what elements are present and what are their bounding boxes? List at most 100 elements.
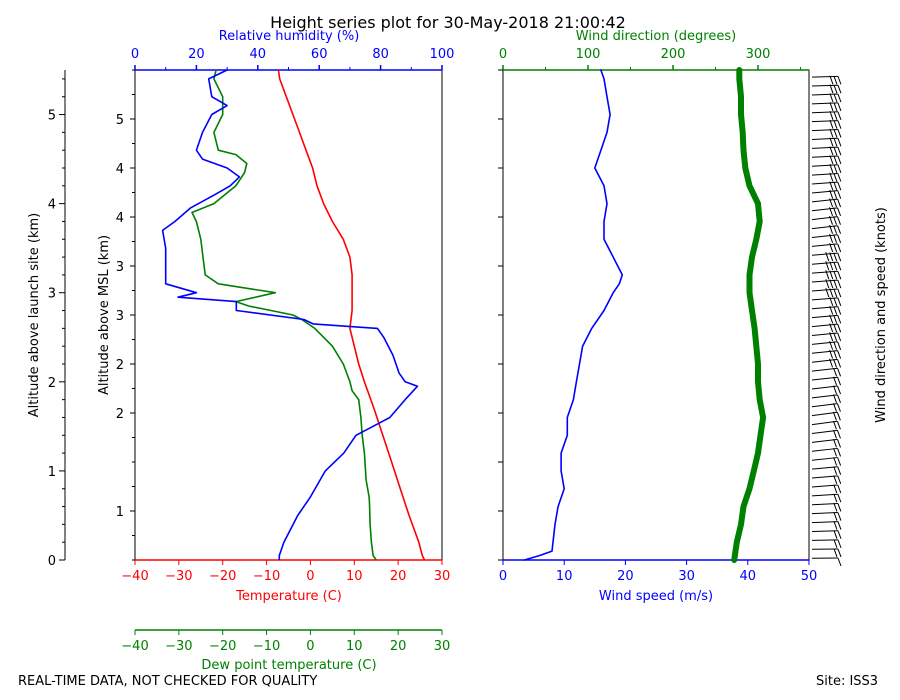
wind-barb-feather — [833, 164, 838, 173]
msl-altitude-tick-label: 4 — [116, 211, 124, 226]
wind-barb-feather — [832, 411, 837, 421]
wind-barb-feather — [833, 521, 838, 530]
wind-barb-feather — [833, 128, 838, 138]
wind-barb-feather — [829, 270, 834, 280]
temperature-tick-label: −10 — [253, 569, 280, 584]
wind-barb-feather — [833, 181, 838, 191]
dewpoint-tick-label: 0 — [306, 639, 314, 654]
wind-barb-shaft — [811, 457, 838, 461]
dewpoint-tick-label: −20 — [209, 639, 236, 654]
humidity-tick-label: 80 — [372, 47, 389, 62]
wind-direction-line — [731, 67, 767, 563]
wind-barb-shaft — [811, 332, 838, 336]
wind-barb-shaft — [811, 323, 838, 328]
dewpoint-tick-label: −30 — [165, 639, 192, 654]
wind-barb-shaft — [811, 385, 838, 390]
wind-barb-feather — [837, 76, 842, 85]
wind-barb-feather — [829, 75, 834, 85]
wind-barb-feather — [837, 225, 842, 234]
wind-barb-feather — [829, 323, 834, 333]
wind-speed-tick-label: 0 — [499, 569, 507, 584]
wind-speed-tick-label: 30 — [678, 569, 695, 584]
wind-barb-feather — [833, 297, 838, 307]
wind-barb-feather — [837, 539, 842, 549]
dewpoint-tick-label: 10 — [346, 639, 363, 654]
wind-barb-feather — [833, 484, 838, 494]
wind-barb-feather — [837, 190, 842, 199]
wind-barb-feather — [833, 457, 838, 466]
dewpoint-tick-label: 20 — [390, 639, 407, 654]
temperature-tick-label: −40 — [121, 569, 148, 584]
wind-barb-feather — [833, 332, 838, 342]
wind-barb-shaft — [811, 438, 838, 443]
wind-barb-feather — [833, 234, 838, 243]
wind-barb-feather — [832, 429, 837, 439]
site-label: Site: ISS3 — [816, 674, 879, 689]
temperature-tick-label: 10 — [346, 569, 363, 584]
wind-barb-feather — [837, 521, 842, 530]
wind-barb-feather — [829, 189, 834, 199]
wind-barb-feather — [833, 314, 838, 324]
wind-barb-feather — [833, 475, 838, 485]
wind-barb-shaft — [811, 376, 838, 381]
wind-barb-feather — [837, 120, 842, 129]
wind-barb-feather — [829, 215, 833, 225]
wind-barb-feather — [829, 358, 834, 368]
wind-barb-feather — [833, 225, 838, 234]
wind-barb-feather — [829, 102, 834, 112]
wind-barb-shaft — [811, 207, 838, 212]
launch-altitude-tick-label: 1 — [48, 465, 56, 480]
wind-barb-shaft — [811, 234, 838, 238]
wind-barb-feather — [837, 288, 842, 298]
wind-barb-feather — [829, 181, 834, 191]
wind-barb-shaft — [811, 447, 838, 452]
wind-barb-feather — [829, 252, 834, 262]
wind-barb-feather — [837, 315, 842, 324]
wind-barb-feather — [829, 198, 834, 208]
wind-barb-feather — [833, 358, 838, 368]
wind-barb-feather — [837, 466, 842, 475]
launch-altitude-tick-label: 3 — [48, 287, 56, 302]
wind-barb-feather — [829, 279, 834, 289]
thermo-plot-frame — [134, 69, 443, 561]
wind-barb-feather — [829, 288, 834, 298]
wind-barb-feather — [833, 548, 838, 558]
msl-altitude-tick-label: 5 — [116, 113, 124, 128]
wind-barb-feather — [836, 430, 841, 439]
wind-barbs — [811, 75, 842, 567]
wind-barb-feather — [829, 332, 834, 342]
wind-barbs-axis-label: Wind direction and speed (knots) — [874, 207, 889, 423]
wind-barb-feather — [833, 306, 838, 315]
wind-barb-feather — [825, 287, 830, 298]
wind-barb-feather — [833, 447, 838, 457]
wind-barb-feather — [837, 252, 842, 262]
wind-barb-shaft — [811, 243, 838, 247]
wind-barb-feather — [825, 252, 830, 262]
wind-barb-feather — [825, 261, 830, 271]
wind-barb-feather — [837, 182, 842, 191]
dewpoint-tick-label: 30 — [434, 639, 451, 654]
wind-barb-feather — [837, 216, 841, 225]
wind-barb-feather — [837, 102, 842, 112]
wind-barb-feather — [837, 138, 842, 147]
figure-title: Height series plot for 30-May-2018 21:00… — [270, 13, 626, 32]
wind-barb-feather — [833, 111, 838, 120]
wind-barb-feather — [825, 279, 830, 289]
wind-barb-feather — [837, 494, 842, 503]
wind-barb-feather — [829, 207, 834, 217]
thermo-panel: −40 −30 −20 −10 0 10 20 30−40 −30 −20 −10 0 10 20 300 2… — [27, 29, 454, 673]
wind-barb-feather — [833, 350, 838, 359]
wind-barb-shaft — [811, 367, 838, 372]
wind-barb-feather — [833, 493, 838, 503]
wind-barb-feather — [837, 297, 842, 307]
wind-direction-tick-label: 200 — [661, 47, 686, 62]
wind-direction-tick-label: 300 — [746, 47, 771, 62]
wind-barb-shaft — [811, 466, 838, 470]
wind-barb-feather — [837, 484, 842, 494]
wind-barb-shaft — [811, 225, 838, 230]
humidity-tick-label: 60 — [311, 47, 328, 62]
humidity-tick-label: 20 — [188, 47, 205, 62]
wind-barb-feather — [833, 173, 838, 182]
wind-direction-axis-label: Wind direction (degrees) — [576, 29, 736, 44]
